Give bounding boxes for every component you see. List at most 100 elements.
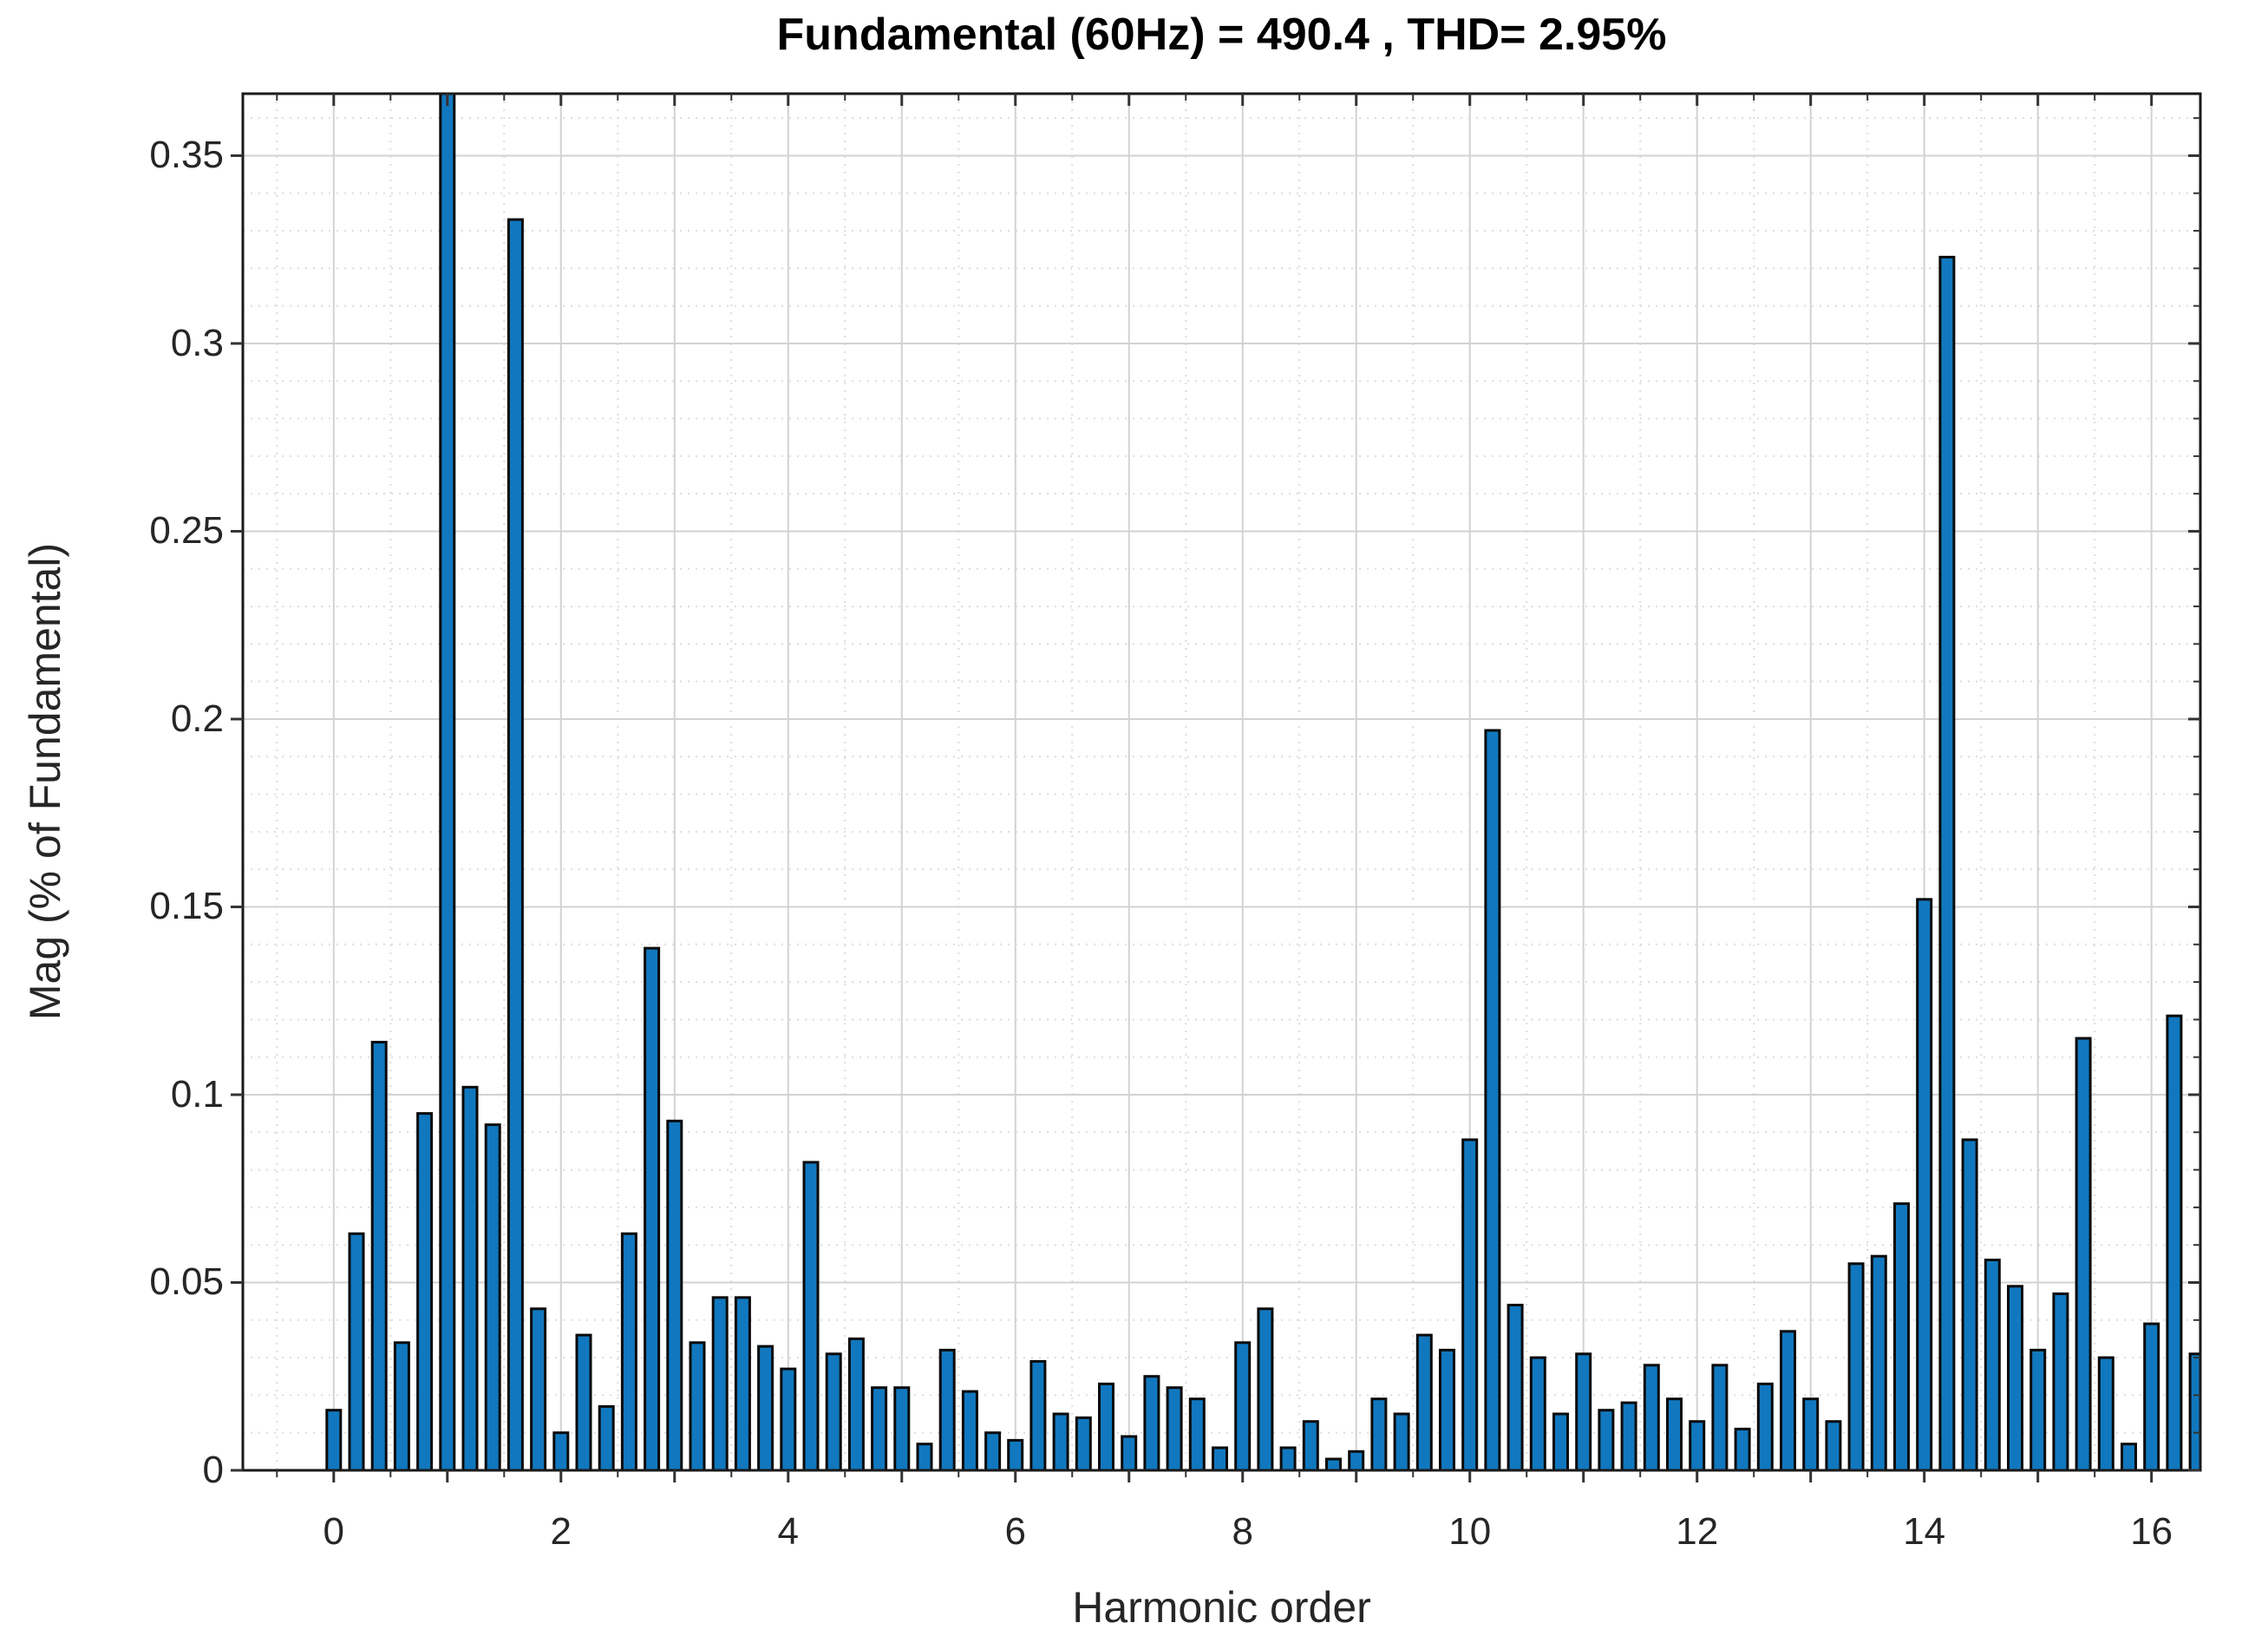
x-tick-label-6: 6 xyxy=(1004,1510,1026,1553)
bar-h-11.8 xyxy=(1666,1397,1683,1470)
x-tick-label-2: 2 xyxy=(550,1510,572,1553)
bar-h-2.6 xyxy=(620,1232,637,1470)
bar-h-9.8 xyxy=(1439,1348,1455,1470)
bar-h-2.0 xyxy=(552,1431,570,1470)
bar-h-1.2 xyxy=(461,1085,479,1470)
bar-h-8.8 xyxy=(1325,1457,1342,1470)
y-tick-label-0.3: 0.3 xyxy=(170,321,224,364)
axes-box xyxy=(241,92,2202,1472)
y-tick-label-0.2: 0.2 xyxy=(170,697,224,740)
bar-h-5.8 xyxy=(984,1431,1002,1470)
bar-h-4.6 xyxy=(847,1337,865,1470)
bar-h-7.2 xyxy=(1143,1375,1160,1470)
bar-h-13.8 xyxy=(1893,1202,1910,1470)
bar-h-1.4 xyxy=(484,1123,501,1470)
bar-h-14.6 xyxy=(1984,1259,2001,1470)
bar-h-6.8 xyxy=(1098,1382,1114,1470)
bar-h-5.2 xyxy=(916,1443,933,1470)
bar-h-0.4 xyxy=(370,1040,388,1470)
bar-h-1.0 xyxy=(439,94,456,1470)
y-axis-label: Mag (% of Fundamental) xyxy=(21,542,69,1021)
y-tick-label-0.25: 0.25 xyxy=(149,509,224,553)
bar-h-13.6 xyxy=(1870,1254,1887,1470)
bar-h-7.0 xyxy=(1121,1435,1138,1470)
bar-h-16.2 xyxy=(2166,1014,2183,1470)
x-tick-label-10: 10 xyxy=(1448,1510,1492,1553)
bar-h-3.8 xyxy=(757,1345,775,1470)
x-tick-label-8: 8 xyxy=(1232,1510,1253,1553)
bar-h-6.4 xyxy=(1052,1412,1069,1470)
bar-h-4.4 xyxy=(825,1352,842,1470)
bar-h-13.0 xyxy=(1802,1397,1820,1470)
bar-h-11.2 xyxy=(1598,1409,1615,1470)
bar-h-2.2 xyxy=(575,1333,592,1470)
y-tick-label-0.05: 0.05 xyxy=(149,1260,224,1304)
bar-h-4.8 xyxy=(871,1386,888,1470)
bar-h-4.2 xyxy=(802,1161,820,1470)
bar-h-12.4 xyxy=(1734,1427,1751,1470)
bar-h-14.0 xyxy=(1916,898,1933,1470)
x-axis-label: Harmonic order xyxy=(1072,1583,1371,1632)
bar-h-3.0 xyxy=(666,1119,683,1470)
bar-h-11.4 xyxy=(1620,1401,1637,1470)
bar-h-5.0 xyxy=(893,1386,911,1470)
bar-h-0.8 xyxy=(416,1112,434,1470)
bar-h-13.4 xyxy=(1847,1262,1865,1470)
bar-h-4.0 xyxy=(780,1367,797,1470)
bar-h-10.6 xyxy=(1529,1356,1546,1470)
bar-h-11.6 xyxy=(1643,1364,1660,1470)
bar-h-6.0 xyxy=(1007,1438,1024,1470)
bar-h-9.2 xyxy=(1370,1397,1388,1470)
bar-h-12.6 xyxy=(1756,1382,1774,1470)
bar-h-15.8 xyxy=(2121,1443,2137,1470)
bar-h-8.2 xyxy=(1257,1307,1274,1470)
bar-h-0.0 xyxy=(325,1409,343,1470)
bar-h-3.6 xyxy=(734,1296,751,1470)
bar-h-15.2 xyxy=(2052,1292,2069,1470)
bar-h-7.8 xyxy=(1212,1446,1228,1470)
bar-h-16.4 xyxy=(2188,1352,2200,1470)
x-tick-label-14: 14 xyxy=(1903,1510,1946,1553)
bar-h-10.4 xyxy=(1507,1304,1524,1470)
bar-h-9.4 xyxy=(1393,1412,1410,1470)
plot-background xyxy=(243,94,2200,1470)
bar-h-10.0 xyxy=(1461,1138,1479,1470)
bar-h-12.8 xyxy=(1780,1330,1796,1470)
bar-h-15.4 xyxy=(2075,1037,2092,1470)
bar-h-7.4 xyxy=(1166,1386,1183,1470)
x-tick-label-16: 16 xyxy=(2130,1510,2173,1553)
bar-h-8.6 xyxy=(1302,1420,1319,1470)
y-tick-label-0: 0 xyxy=(202,1449,224,1491)
bar-h-8.4 xyxy=(1279,1446,1297,1470)
bar-h-5.4 xyxy=(938,1348,956,1470)
bar-h-1.6 xyxy=(507,218,524,1470)
bar-h-5.6 xyxy=(961,1390,978,1470)
bar-h-8.0 xyxy=(1234,1341,1252,1470)
bar-h-6.6 xyxy=(1075,1416,1092,1470)
y-tick-label-0.35: 0.35 xyxy=(149,134,224,177)
x-tick-label-0: 0 xyxy=(323,1510,345,1553)
bar-h-12.2 xyxy=(1711,1364,1729,1470)
chart-title: Fundamental (60Hz) = 490.4 , THD= 2.95% xyxy=(776,10,1667,60)
y-tick-label-0.15: 0.15 xyxy=(149,885,224,928)
bar-h-2.8 xyxy=(644,946,661,1470)
bar-h-15.6 xyxy=(2097,1356,2114,1470)
x-tick-label-4: 4 xyxy=(777,1510,799,1553)
bar-h-2.4 xyxy=(598,1404,615,1470)
bar-h-3.2 xyxy=(689,1341,706,1470)
bar-h-16.0 xyxy=(2143,1322,2160,1470)
bar-h-1.8 xyxy=(530,1307,547,1470)
bar-h-14.2 xyxy=(1938,255,1956,1470)
bar-h-0.6 xyxy=(393,1341,410,1470)
x-tick-label-12: 12 xyxy=(1676,1510,1719,1553)
bar-h-10.2 xyxy=(1484,729,1501,1470)
bar-h-14.8 xyxy=(2007,1285,2023,1470)
bar-h-9.6 xyxy=(1415,1333,1433,1470)
bar-h-0.2 xyxy=(348,1232,365,1470)
bar-h-10.8 xyxy=(1552,1412,1569,1470)
bar-h-7.6 xyxy=(1188,1397,1206,1470)
bar-h-3.4 xyxy=(711,1296,729,1470)
bar-h-12.0 xyxy=(1689,1420,1706,1470)
bar-h-11.0 xyxy=(1575,1352,1592,1470)
